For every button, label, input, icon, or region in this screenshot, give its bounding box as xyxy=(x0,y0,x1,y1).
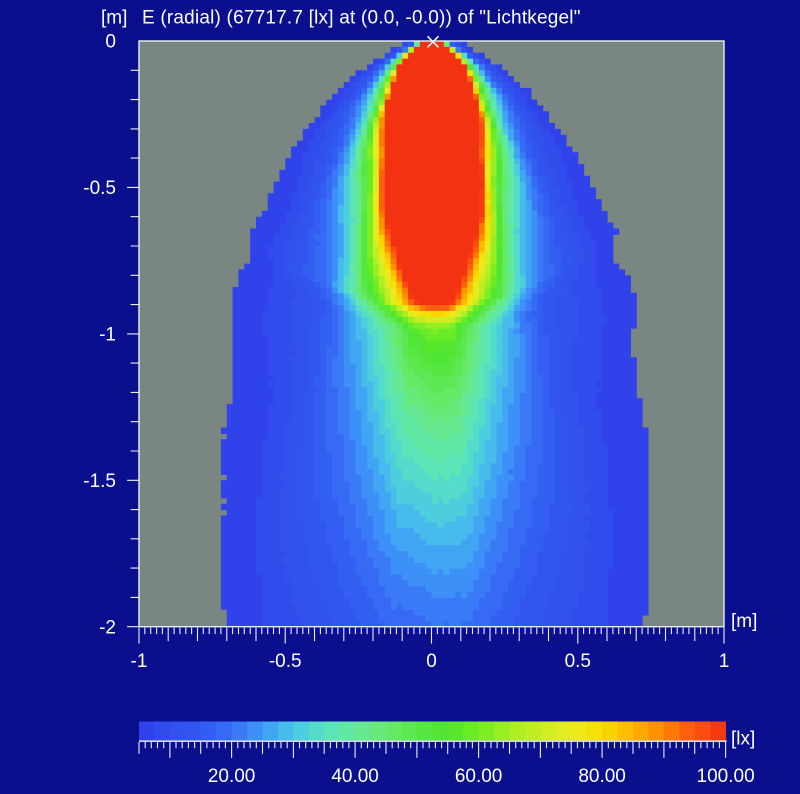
svg-text:-1: -1 xyxy=(131,651,148,672)
svg-text:E (radial) (67717.7 [lx] at (0: E (radial) (67717.7 [lx] at (0.0, -0.0))… xyxy=(142,8,581,29)
svg-text:0: 0 xyxy=(426,651,437,672)
svg-text:100.00: 100.00 xyxy=(697,766,755,787)
svg-text:[m]: [m] xyxy=(101,8,127,29)
svg-text:[m]: [m] xyxy=(731,611,757,632)
svg-text:[lx]: [lx] xyxy=(731,729,755,750)
svg-text:60.00: 60.00 xyxy=(455,766,503,787)
svg-text:-1: -1 xyxy=(99,325,116,346)
svg-text:1: 1 xyxy=(719,651,730,672)
svg-text:80.00: 80.00 xyxy=(578,766,626,787)
svg-text:0.5: 0.5 xyxy=(565,651,591,672)
svg-text:40.00: 40.00 xyxy=(331,766,379,787)
svg-text:-2: -2 xyxy=(99,617,116,638)
svg-text:-1.5: -1.5 xyxy=(83,471,116,492)
svg-text:-0.5: -0.5 xyxy=(269,651,302,672)
svg-text:-0.5: -0.5 xyxy=(83,178,116,199)
svg-text:0: 0 xyxy=(105,32,116,53)
svg-text:20.00: 20.00 xyxy=(208,766,256,787)
